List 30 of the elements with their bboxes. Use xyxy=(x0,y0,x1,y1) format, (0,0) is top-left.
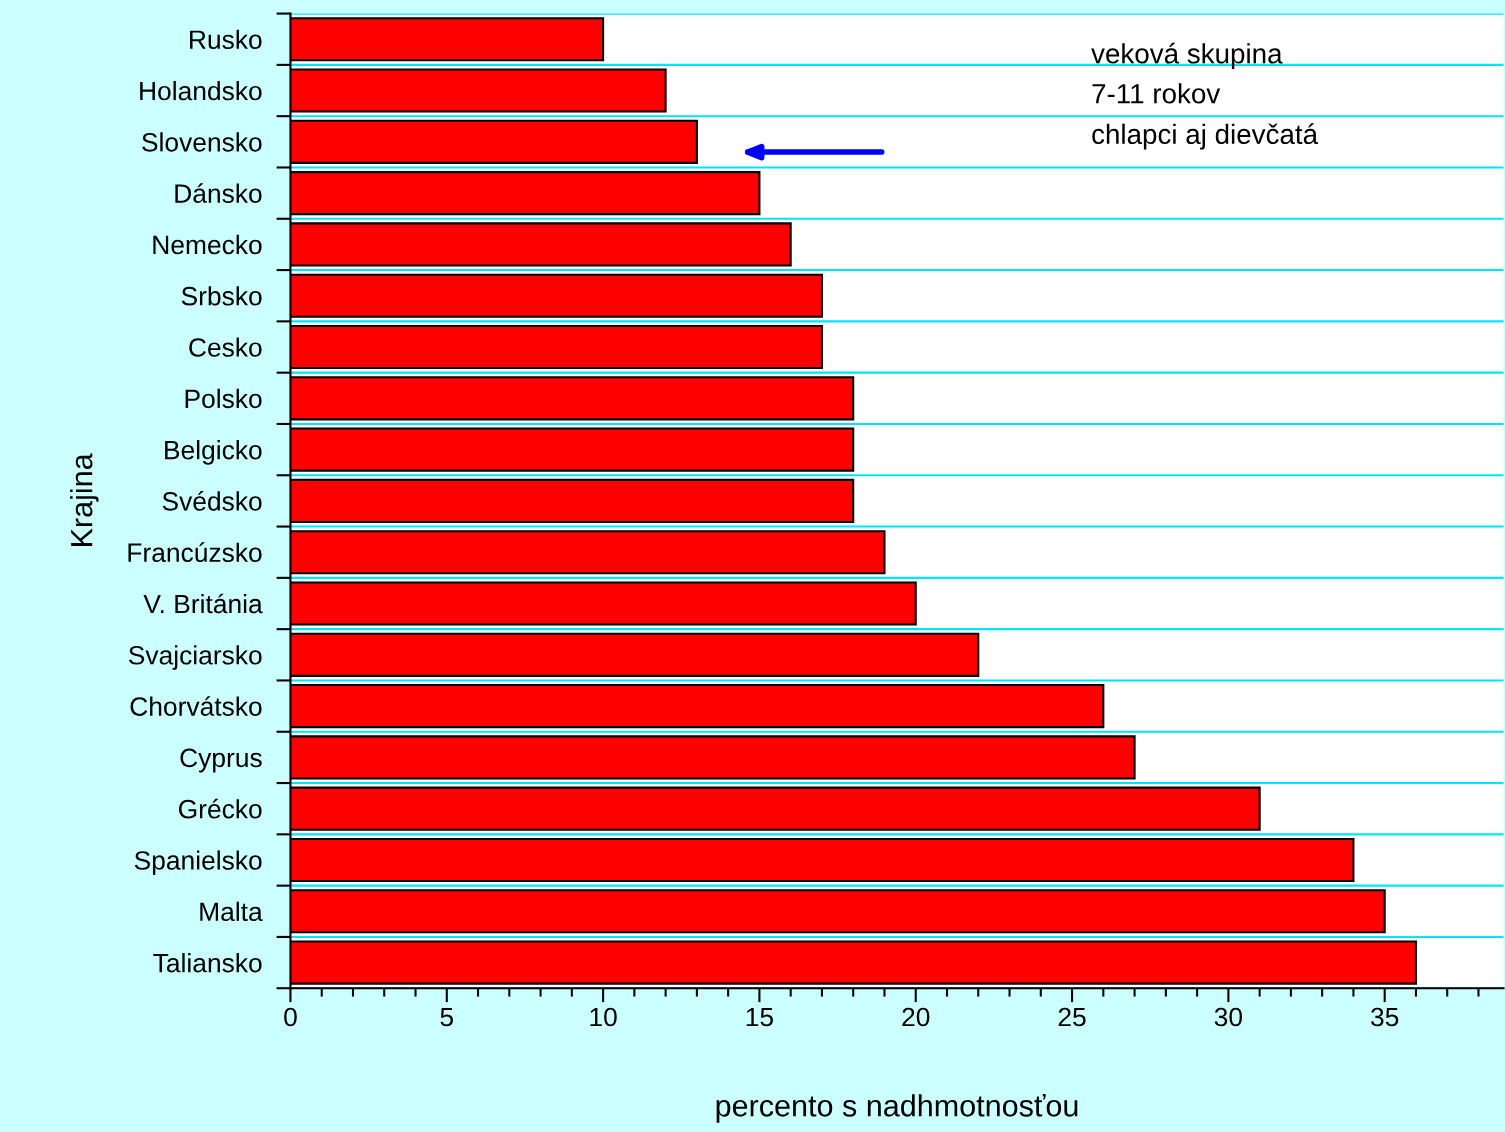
x-tick-label: 30 xyxy=(1214,1007,1243,1027)
y-tick-label: Dánsko xyxy=(175,183,262,203)
y-tick-label: Chorvátsko xyxy=(130,696,262,716)
x-tick-label: 0 xyxy=(284,1007,297,1027)
y-tick-label: Malta xyxy=(200,901,263,922)
y-tick-label: Belgicko xyxy=(165,440,262,465)
y-tick-label: Grécko xyxy=(178,798,262,819)
y-tick-label: Holandsko xyxy=(140,80,262,101)
y-tick-label: Cyprus xyxy=(180,748,262,773)
y-tick-label: Svédsko xyxy=(162,491,262,511)
y-tick-label: Slovensko xyxy=(142,132,262,152)
x-tick-label: 15 xyxy=(746,1007,773,1027)
annotation: veková skupina 7-11 rokov chlapci aj dievčatá xyxy=(1091,42,1319,150)
y-tick-label: Taliansko xyxy=(153,953,262,973)
x-tick-label: 25 xyxy=(1058,1007,1086,1027)
x-axis-title: percento s nadhmotnosťou xyxy=(716,1094,1078,1123)
y-tick-label: Spanielsko xyxy=(134,850,262,876)
x-tick-label: 10 xyxy=(590,1007,617,1027)
y-tick-label: Svajciarsko xyxy=(128,645,262,670)
y-tick-label: Rusko xyxy=(190,29,262,50)
y-tick-label: Polsko xyxy=(185,388,262,409)
y-tick-label: V. Británia xyxy=(143,593,263,614)
x-tick-label: 35 xyxy=(1371,1007,1399,1027)
y-tick-label: Francúzsko xyxy=(128,542,262,563)
y-axis-title: Krajina xyxy=(70,453,99,546)
y-tick-label: Srbsko xyxy=(181,286,262,306)
y-tick-label: Cesko xyxy=(189,337,262,357)
y-tick-label: Nemecko xyxy=(153,234,262,255)
x-tick-label: 5 xyxy=(440,1007,454,1027)
x-tick-label: 20 xyxy=(902,1007,930,1027)
